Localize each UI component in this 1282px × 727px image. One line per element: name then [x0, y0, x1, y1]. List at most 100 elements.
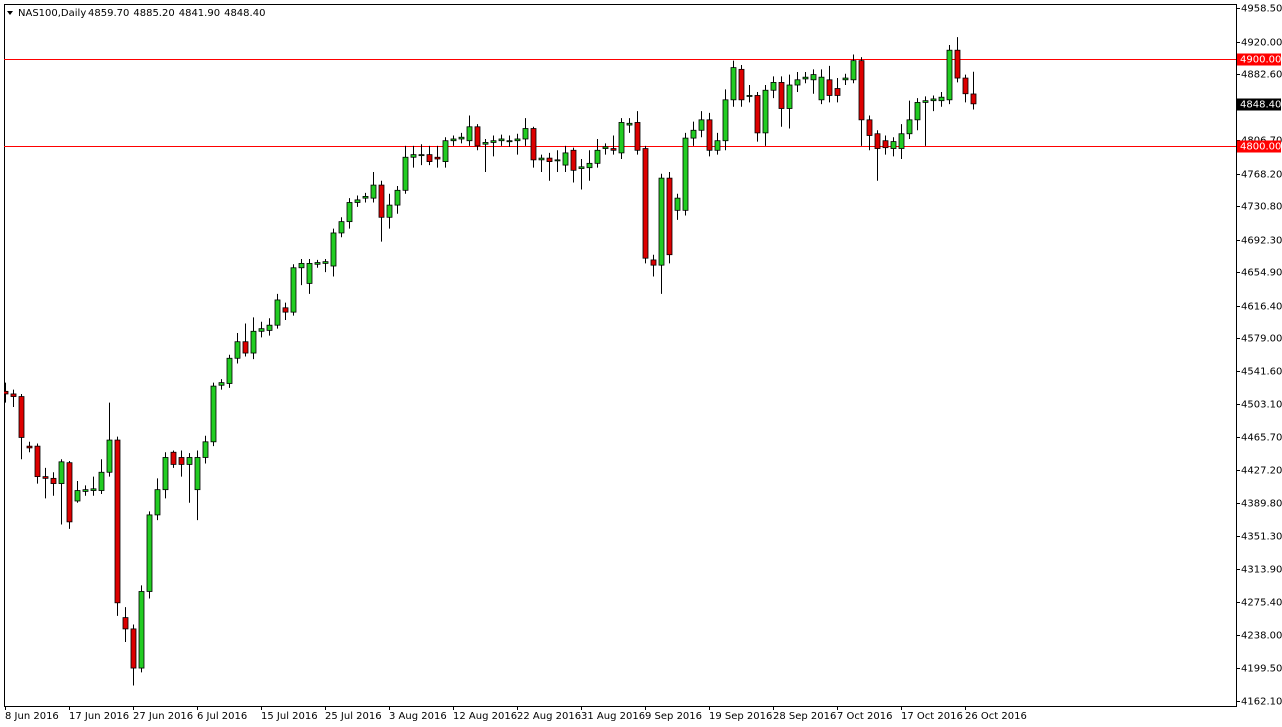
price-label: 4900.00	[1240, 55, 1281, 66]
candle-body	[266, 324, 273, 331]
price-label-box	[1237, 53, 1281, 66]
candle-body	[162, 457, 169, 491]
x-tick-label: 12 Aug 2016	[453, 711, 517, 722]
candle-body	[210, 385, 217, 443]
chart-title: NAS100,Daily	[18, 8, 86, 19]
candle-body	[26, 445, 33, 449]
candle-body	[226, 357, 233, 384]
ohlc-header: 4859.70 4885.20 4841.90 4848.40	[88, 8, 265, 19]
candle-body	[698, 119, 705, 131]
candle-body	[794, 79, 801, 86]
x-tick-label: 3 Aug 2016	[389, 711, 447, 722]
candle-body	[298, 263, 305, 269]
candle-body	[770, 82, 777, 91]
y-tick-label: 4313.90	[1241, 565, 1282, 576]
candle-body	[714, 140, 721, 151]
candle-body	[146, 514, 153, 592]
price-label: 4800.00	[1240, 142, 1281, 153]
x-tick-label: 15 Jul 2016	[261, 711, 318, 722]
x-tick-label: 28 Sep 2016	[773, 711, 836, 722]
candle-body	[66, 462, 73, 523]
candle-body	[42, 476, 49, 479]
x-tick-label: 9 Sep 2016	[645, 711, 702, 722]
candle-body	[50, 477, 57, 484]
candle-body	[938, 96, 945, 102]
y-tick-label: 4730.80	[1241, 202, 1282, 213]
candle-body	[58, 461, 65, 484]
last-price-label: 4848.40	[1240, 100, 1281, 111]
y-tick-label: 4882.60	[1241, 70, 1282, 81]
candle-body	[586, 162, 593, 169]
candle-body	[442, 140, 449, 162]
candle-body	[130, 628, 137, 669]
candle-body	[610, 148, 617, 151]
candle-body	[818, 76, 825, 101]
candle-body	[826, 79, 833, 96]
y-tick-label: 4579.00	[1241, 334, 1282, 345]
axes: 4958.504920.004882.604806.704768.204730.…	[5, 4, 1282, 722]
candle-body	[898, 133, 905, 149]
y-tick-label: 4541.60	[1241, 367, 1282, 378]
candle-body	[394, 189, 401, 206]
candle-body	[34, 445, 41, 478]
candle-body	[18, 396, 25, 438]
y-tick-label: 4389.80	[1241, 499, 1282, 510]
y-tick-label: 4351.30	[1241, 532, 1282, 543]
x-tick-label: 26 Oct 2016	[965, 711, 1027, 722]
x-tick-label: 19 Sep 2016	[709, 711, 772, 722]
candle-body	[114, 439, 121, 604]
candle-body	[202, 441, 209, 458]
candle-body	[282, 307, 289, 313]
candle-body	[850, 60, 857, 81]
candle-body	[578, 166, 585, 169]
candle-body	[90, 488, 97, 491]
candle-body	[122, 617, 129, 630]
x-tick-label: 7 Oct 2016	[837, 711, 892, 722]
candle-body	[258, 328, 265, 332]
candle-body	[754, 95, 761, 134]
candle-body	[882, 140, 889, 149]
candle-body	[434, 156, 441, 160]
candle-body	[778, 82, 785, 109]
y-tick-label: 4768.20	[1241, 170, 1282, 181]
x-tick-label: 17 Jun 2016	[69, 711, 129, 722]
candle-body	[946, 49, 953, 101]
candle-body	[98, 471, 105, 491]
menu-arrow	[7, 11, 13, 15]
candle-body	[530, 128, 537, 161]
candle-body	[474, 126, 481, 147]
candle-body	[458, 136, 465, 140]
candle-body	[418, 154, 425, 157]
candle-body	[730, 67, 737, 101]
candle-body	[250, 330, 257, 354]
y-tick-label: 4162.10	[1241, 697, 1282, 708]
y-tick-label: 4199.50	[1241, 664, 1282, 675]
candle-body	[746, 95, 753, 97]
candle-body	[426, 154, 433, 162]
candle-body	[970, 93, 977, 105]
candle-body	[274, 299, 281, 326]
candle-body	[674, 197, 681, 211]
candle-body	[506, 140, 513, 143]
y-tick-label: 4275.40	[1241, 598, 1282, 609]
y-tick-label: 4692.30	[1241, 236, 1282, 247]
plot-border	[4, 4, 1237, 707]
ohlc-value: 4848.40	[224, 8, 265, 19]
candle-body	[514, 138, 521, 142]
candle-body	[490, 140, 497, 143]
candle-body	[10, 393, 17, 397]
candle-body	[682, 137, 689, 211]
x-tick-label: 6 Jul 2016	[197, 711, 247, 722]
y-tick-label: 4958.50	[1241, 4, 1282, 15]
candle-body	[346, 202, 353, 223]
candle-body	[594, 149, 601, 164]
y-tick-label: 4465.70	[1241, 433, 1282, 444]
candle-body	[658, 177, 665, 266]
candle-body	[330, 232, 337, 267]
candle-body	[378, 184, 385, 218]
candle-body	[954, 49, 961, 79]
candle-body	[738, 68, 745, 101]
candle-body	[874, 133, 881, 149]
